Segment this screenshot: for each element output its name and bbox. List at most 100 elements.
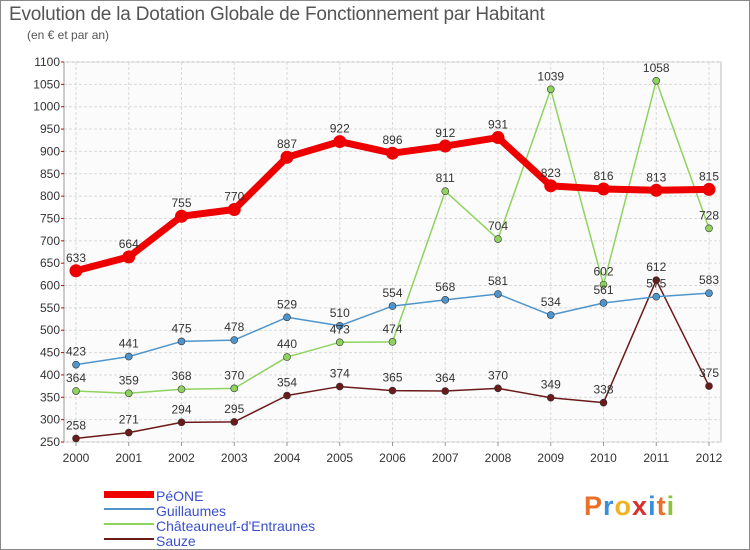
data-label: 440: [277, 337, 297, 351]
data-point: [280, 150, 294, 164]
data-point: [491, 131, 505, 145]
data-label: 811: [436, 171, 455, 185]
legend-label-peone: PéONE: [156, 488, 204, 504]
data-point: [72, 360, 80, 369]
y-tick-label: 900: [40, 144, 60, 158]
data-label: 922: [330, 122, 350, 136]
data-point: [705, 382, 713, 390]
data-label: 931: [488, 118, 508, 132]
y-tick-label: 550: [40, 301, 60, 315]
x-tick-label: 2002: [168, 451, 195, 465]
data-label: 816: [593, 169, 613, 183]
logo-letter: i: [648, 491, 657, 521]
data-label: 1039: [537, 69, 564, 83]
data-point: [546, 393, 555, 402]
data-point: [124, 428, 133, 437]
x-tick-label: 2009: [537, 451, 564, 465]
data-point: [441, 187, 450, 195]
data-label: 510: [330, 306, 350, 320]
data-point: [388, 302, 397, 310]
data-label: 370: [488, 368, 508, 382]
data-point: [72, 387, 80, 395]
logo-letter: o: [614, 491, 633, 521]
data-label: 338: [593, 383, 613, 397]
data-point: [546, 311, 555, 319]
data-label: 755: [171, 196, 191, 210]
data-point: [388, 338, 397, 346]
y-tick-label: 450: [40, 346, 60, 360]
logo-letter: r: [603, 491, 615, 521]
data-label: 364: [435, 371, 455, 385]
data-point: [599, 280, 608, 289]
data-point: [649, 183, 663, 197]
data-label: 295: [224, 402, 244, 416]
data-point: [177, 385, 186, 394]
data-point: [69, 264, 83, 278]
chart-title: Evolution de la Dotation Globale de Fonc…: [9, 4, 545, 25]
y-tick-label: 800: [40, 189, 60, 203]
data-label: 612: [646, 260, 666, 274]
data-label: 581: [488, 274, 508, 288]
y-tick-label: 400: [40, 368, 60, 382]
data-label: 813: [646, 170, 666, 184]
x-tick-label: 2003: [221, 451, 248, 465]
data-point: [494, 384, 502, 393]
data-label: 364: [66, 371, 86, 385]
data-point: [335, 321, 344, 330]
y-tick-label: 1100: [34, 55, 60, 69]
data-point: [597, 182, 610, 196]
data-point: [230, 336, 239, 344]
data-label: 475: [171, 321, 191, 335]
proxiti-logo: Proxiti: [584, 491, 675, 522]
legend-label-sauze: Sauze: [156, 533, 196, 549]
data-label: 575: [646, 277, 666, 291]
logo-letter: P: [584, 491, 604, 521]
data-point: [652, 76, 661, 85]
data-label: 365: [382, 371, 402, 385]
data-label: 441: [119, 337, 139, 351]
data-point: [702, 182, 716, 196]
x-tick-label: 2012: [696, 451, 723, 465]
data-label: 815: [699, 169, 719, 183]
data-point: [333, 135, 347, 149]
y-tick-label: 300: [40, 413, 60, 427]
data-point: [283, 391, 291, 400]
data-point: [227, 203, 241, 217]
x-tick-label: 2000: [63, 451, 90, 465]
y-tick-label: 500: [40, 323, 60, 337]
data-label: 554: [382, 286, 402, 300]
data-point: [230, 418, 239, 426]
y-tick-label: 650: [40, 256, 60, 270]
data-point: [599, 398, 608, 407]
data-point: [283, 353, 291, 361]
data-label: 823: [541, 166, 561, 180]
data-label: 583: [699, 273, 719, 287]
x-tick-label: 2001: [115, 451, 142, 465]
legend-swatch-sauze: [104, 538, 154, 540]
data-label: 271: [119, 413, 139, 427]
data-point: [438, 139, 452, 153]
data-point: [230, 384, 239, 393]
y-tick-label: 850: [40, 167, 60, 181]
data-point: [335, 338, 344, 347]
data-point: [652, 276, 661, 284]
data-label: 474: [382, 322, 402, 336]
data-label: 478: [224, 320, 244, 334]
y-tick-label: 250: [40, 435, 60, 449]
data-point: [175, 209, 188, 223]
data-label: 473: [330, 322, 350, 336]
data-point: [705, 224, 713, 233]
data-point: [544, 179, 558, 193]
data-label: 664: [119, 237, 139, 251]
data-label: 354: [277, 376, 297, 390]
x-tick-label: 2006: [379, 451, 406, 465]
y-tick-label: 950: [40, 122, 60, 136]
data-label: 370: [224, 368, 244, 382]
data-point: [441, 296, 450, 304]
chart-subtitle: (en € et par an): [27, 28, 110, 42]
legend-label-guillaumes: Guillaumes: [156, 503, 227, 519]
data-label: 375: [699, 366, 719, 380]
data-label: 568: [435, 280, 455, 294]
data-point: [705, 289, 713, 297]
